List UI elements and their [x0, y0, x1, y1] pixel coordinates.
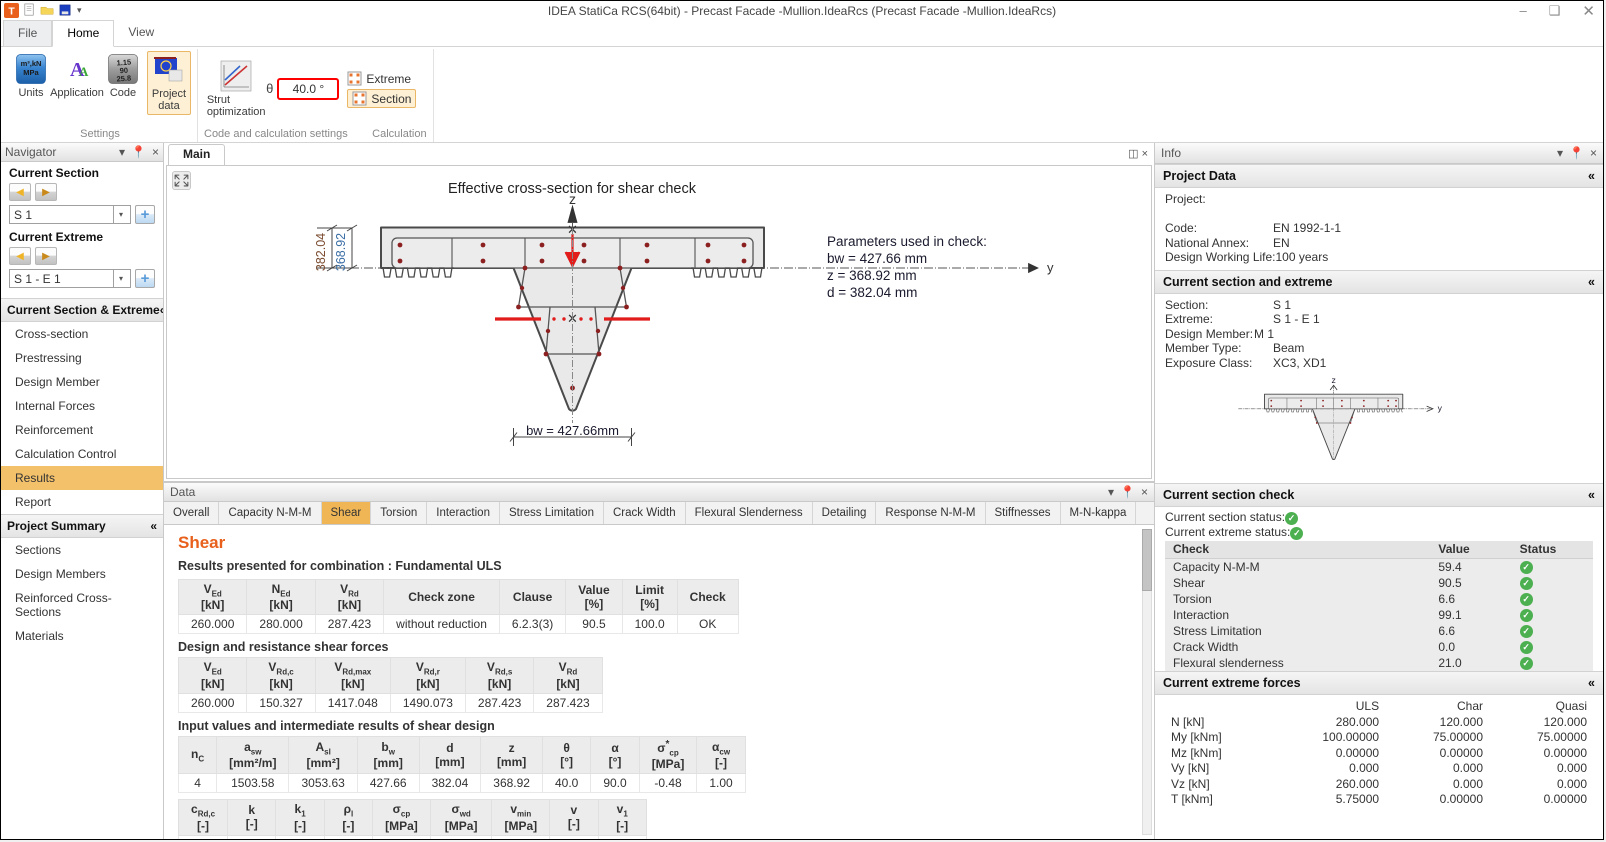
svg-text:y: y: [1438, 403, 1443, 413]
svg-text:382.04: 382.04: [314, 233, 328, 271]
svg-text:z: z: [569, 191, 576, 207]
svg-text:m³,kN: m³,kN: [21, 59, 42, 68]
svg-text:A: A: [79, 64, 89, 79]
svg-text:d = 382.04 mm: d = 382.04 mm: [827, 285, 917, 300]
svg-text:bw = 427.66mm: bw = 427.66mm: [526, 423, 619, 438]
svg-text:y: y: [1047, 260, 1054, 275]
svg-text:bw = 427.66 mm: bw = 427.66 mm: [827, 251, 927, 266]
svg-text:25.8: 25.8: [116, 74, 131, 84]
svg-text:z: z: [1331, 375, 1335, 385]
svg-text:Parameters used in check:: Parameters used in check:: [827, 234, 987, 249]
svg-text:MPa: MPa: [23, 68, 39, 77]
svg-text:368.92: 368.92: [334, 233, 348, 271]
svg-text:z = 368.92 mm: z = 368.92 mm: [827, 268, 917, 283]
